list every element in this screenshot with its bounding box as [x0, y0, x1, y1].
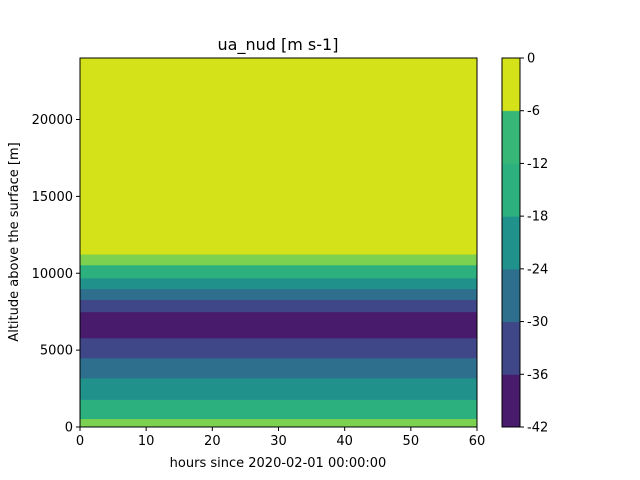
colorbar-segment	[502, 110, 520, 164]
colorbar-segment	[502, 163, 520, 217]
contour-band	[80, 311, 477, 339]
x-axis: 0 10 20 30 40 50 60	[76, 427, 485, 449]
colorbar-tick-label: -24	[527, 262, 548, 277]
contour-band	[80, 377, 477, 400]
colorbar-segment	[502, 321, 520, 375]
y-tick-label: 20000	[32, 113, 73, 128]
colorbar-tick-label: -6	[527, 104, 540, 119]
x-tick-label: 50	[403, 434, 420, 449]
contour-bands	[80, 58, 477, 428]
contour-band	[80, 299, 477, 313]
x-tick-label: 20	[204, 434, 221, 449]
contour-band	[80, 399, 477, 420]
x-tick-label: 0	[76, 434, 84, 449]
colorbar-segment	[502, 216, 520, 270]
contour-band	[80, 264, 477, 279]
colorbar-tick-label: -18	[527, 210, 548, 225]
colorbar-axis: -42 -36 -30 -24 -18 -12 -6 0	[520, 52, 548, 436]
x-tick-label: 60	[469, 434, 486, 449]
colorbar	[502, 58, 520, 428]
y-axis-title: Altitude above the surface [m]	[7, 142, 22, 341]
colorbar-tick-label: 0	[527, 52, 535, 67]
y-tick-label: 10000	[32, 267, 73, 282]
x-tick-label: 40	[336, 434, 353, 449]
contour-band	[80, 337, 477, 359]
colorbar-tick-label: -12	[527, 157, 548, 172]
x-tick-label: 30	[270, 434, 287, 449]
x-tick-label: 10	[138, 434, 155, 449]
chart-title: ua_nud [m s-1]	[218, 35, 339, 55]
colorbar-frame	[501, 57, 521, 428]
colorbar-tick-label: -36	[527, 368, 548, 383]
contour-band	[80, 357, 477, 379]
colorbar-tick-label: -30	[527, 315, 548, 330]
colorbar-tick-label: -42	[527, 421, 548, 436]
contour-band	[80, 418, 477, 428]
colorbar-segment	[502, 374, 520, 428]
y-tick-label: 0	[65, 421, 73, 436]
y-tick-label: 15000	[32, 190, 73, 205]
y-tick-label: 5000	[40, 344, 73, 359]
contour-band	[80, 254, 477, 266]
colorbar-segment	[502, 58, 520, 111]
contour-band	[80, 288, 477, 300]
x-axis-title: hours since 2020-02-01 00:00:00	[170, 456, 387, 471]
y-axis: 0 5000 10000 15000 20000	[32, 113, 80, 436]
contour-band	[80, 58, 477, 255]
contour-band	[80, 277, 477, 290]
colorbar-segment	[502, 268, 520, 323]
